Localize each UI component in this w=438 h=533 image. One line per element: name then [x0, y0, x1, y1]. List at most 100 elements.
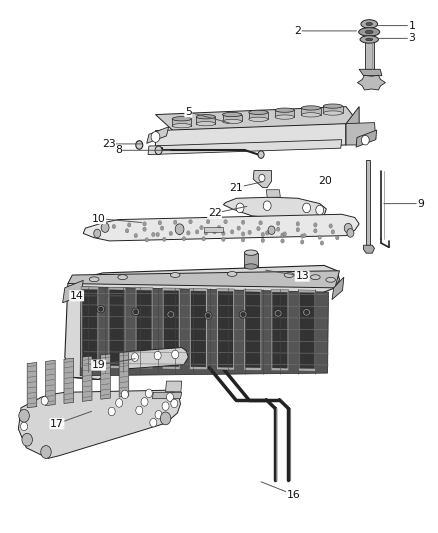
Circle shape — [236, 203, 244, 213]
Ellipse shape — [132, 308, 140, 316]
Circle shape — [347, 229, 354, 237]
Polygon shape — [80, 287, 328, 376]
Polygon shape — [346, 107, 359, 145]
Circle shape — [303, 233, 306, 238]
Ellipse shape — [169, 312, 173, 317]
Circle shape — [189, 220, 192, 224]
Ellipse shape — [223, 119, 242, 124]
Circle shape — [331, 230, 335, 234]
Ellipse shape — [301, 113, 321, 117]
Ellipse shape — [241, 312, 245, 317]
Ellipse shape — [284, 273, 294, 278]
Circle shape — [261, 232, 265, 237]
Circle shape — [300, 234, 304, 238]
Ellipse shape — [304, 310, 309, 314]
Circle shape — [204, 231, 208, 235]
Text: 17: 17 — [50, 419, 64, 429]
Circle shape — [241, 238, 245, 242]
Circle shape — [195, 230, 199, 234]
Circle shape — [222, 237, 225, 241]
Ellipse shape — [172, 124, 191, 128]
Ellipse shape — [239, 311, 247, 318]
Ellipse shape — [360, 36, 378, 43]
Circle shape — [344, 223, 352, 233]
Circle shape — [143, 222, 146, 226]
Circle shape — [237, 226, 240, 230]
Ellipse shape — [361, 20, 378, 28]
Polygon shape — [101, 354, 110, 399]
Circle shape — [116, 399, 123, 407]
Circle shape — [261, 238, 265, 243]
Circle shape — [173, 220, 177, 224]
Polygon shape — [223, 197, 326, 219]
Circle shape — [136, 406, 143, 415]
Circle shape — [154, 351, 161, 360]
Circle shape — [276, 221, 280, 225]
Polygon shape — [63, 280, 83, 303]
Circle shape — [175, 224, 184, 235]
Circle shape — [314, 223, 317, 227]
Ellipse shape — [311, 275, 320, 279]
Polygon shape — [27, 362, 37, 408]
Polygon shape — [275, 110, 294, 117]
Circle shape — [283, 232, 286, 236]
Ellipse shape — [99, 307, 103, 311]
Polygon shape — [155, 107, 359, 131]
Polygon shape — [332, 277, 344, 300]
Circle shape — [172, 350, 179, 359]
Text: 14: 14 — [70, 291, 84, 301]
Circle shape — [41, 397, 48, 405]
Circle shape — [169, 231, 173, 236]
Polygon shape — [272, 292, 287, 368]
Circle shape — [222, 231, 225, 236]
Text: 10: 10 — [92, 214, 106, 223]
Text: 1: 1 — [408, 21, 415, 30]
Circle shape — [125, 229, 129, 233]
Circle shape — [296, 222, 300, 226]
Polygon shape — [244, 253, 258, 266]
Circle shape — [217, 225, 221, 230]
Circle shape — [241, 232, 245, 236]
Circle shape — [265, 231, 269, 235]
Polygon shape — [253, 171, 272, 188]
Circle shape — [258, 151, 264, 158]
Polygon shape — [110, 290, 124, 366]
Circle shape — [361, 135, 369, 145]
Ellipse shape — [196, 122, 215, 126]
Ellipse shape — [97, 305, 105, 313]
Circle shape — [268, 226, 275, 235]
Circle shape — [202, 237, 205, 241]
Polygon shape — [196, 117, 215, 124]
Ellipse shape — [196, 115, 215, 119]
Circle shape — [241, 220, 245, 224]
Polygon shape — [190, 288, 207, 369]
Polygon shape — [223, 115, 242, 122]
Circle shape — [19, 409, 29, 422]
Circle shape — [206, 220, 210, 224]
Polygon shape — [357, 75, 385, 90]
Circle shape — [213, 230, 216, 234]
Ellipse shape — [359, 28, 380, 36]
Circle shape — [112, 224, 116, 229]
Circle shape — [257, 227, 260, 231]
Ellipse shape — [301, 106, 321, 110]
Polygon shape — [191, 291, 206, 367]
Circle shape — [21, 422, 28, 431]
Polygon shape — [364, 245, 374, 253]
Polygon shape — [249, 112, 268, 119]
Polygon shape — [271, 289, 289, 371]
Ellipse shape — [244, 264, 258, 269]
Polygon shape — [244, 289, 261, 370]
Polygon shape — [81, 287, 99, 368]
Circle shape — [22, 433, 32, 446]
Circle shape — [151, 132, 160, 142]
Ellipse shape — [366, 22, 372, 26]
Circle shape — [41, 446, 51, 458]
Circle shape — [150, 418, 157, 427]
Circle shape — [187, 231, 190, 235]
Circle shape — [141, 398, 148, 406]
Polygon shape — [155, 124, 346, 152]
Circle shape — [300, 240, 304, 244]
Circle shape — [108, 407, 115, 416]
Text: 5: 5 — [185, 107, 192, 117]
